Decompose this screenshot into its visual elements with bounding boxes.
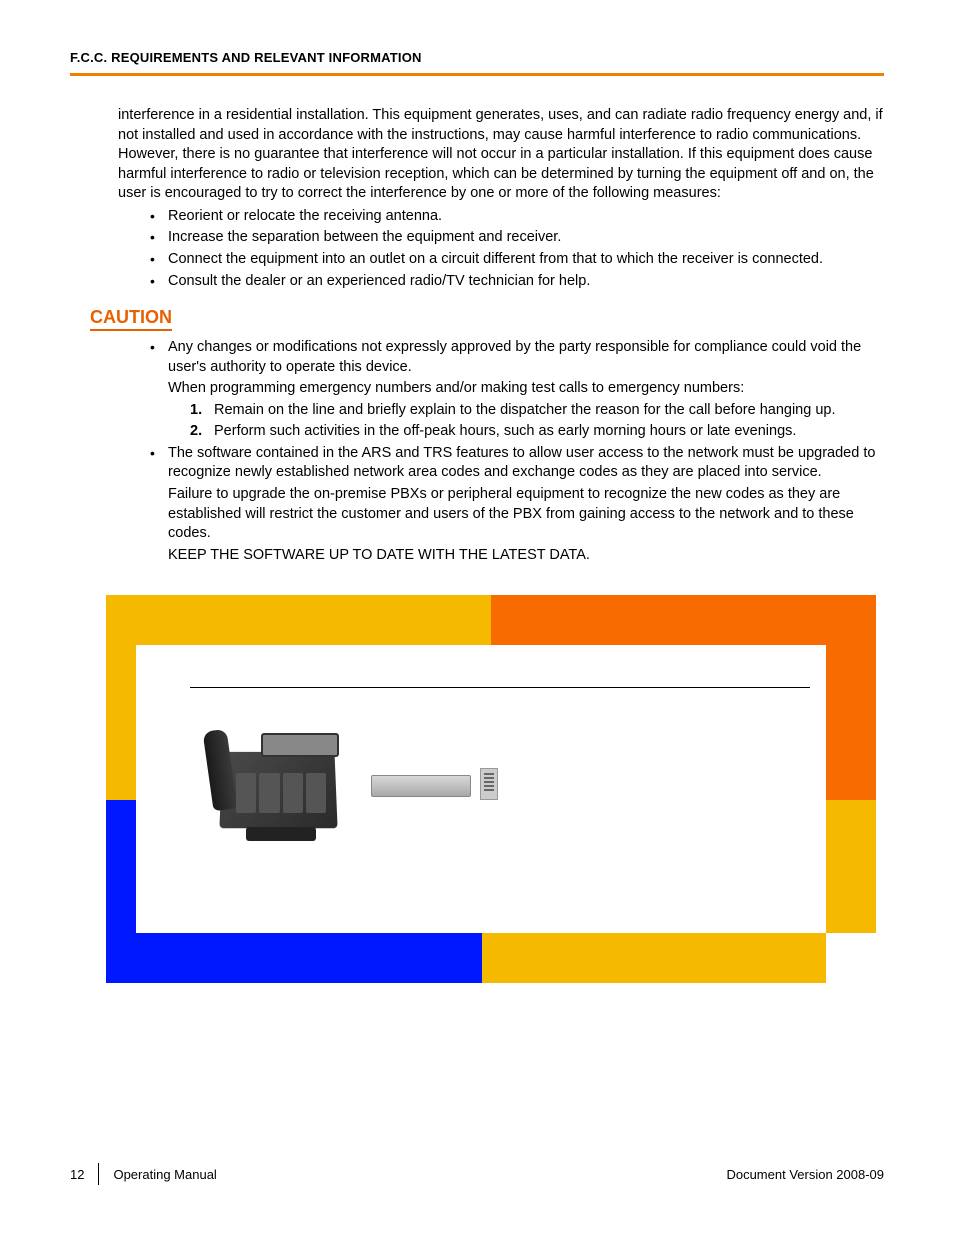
frame-segment [826,645,876,800]
body-content: interference in a residential installati… [118,106,884,291]
promo-frame [106,595,876,983]
frame-segment [106,645,136,800]
frame-segment [491,595,876,645]
list-item: Consult the dealer or an experienced rad… [146,272,884,292]
phone-stand [246,827,316,841]
list-item: Increase the separation between the equi… [146,228,884,248]
phone-keys [236,773,326,813]
promo-divider [190,687,810,688]
phone-screen [261,733,339,757]
footer-divider [98,1163,99,1185]
phone-handset [203,729,238,812]
page-number: 12 [70,1167,84,1182]
frame-segment [106,800,136,983]
frame-segment [136,933,482,983]
list-number: 1. [190,401,202,421]
server-illustration [371,775,471,797]
intro-paragraph: interference in a residential installati… [118,106,884,204]
list-number: 2. [190,422,202,442]
caution-item-text: Any changes or modifications not express… [168,339,861,375]
list-item: Any changes or modifications not express… [146,338,884,442]
footer-left: 12 Operating Manual [70,1163,217,1185]
caution-list: Any changes or modifications not express… [146,338,884,565]
footer-doc-title: Operating Manual [113,1167,216,1182]
server-slot [480,768,498,800]
caution-para2: Failure to upgrade the on-premise PBXs o… [168,485,884,544]
list-item: Connect the equipment into an outlet on … [146,250,884,270]
caution-item-text: The software contained in the ARS and TR… [168,445,875,481]
list-item: 2. Perform such activities in the off-pea… [190,422,884,442]
frame-segment [106,595,491,645]
caution-content: Any changes or modifications not express… [118,338,884,565]
header-rule [70,73,884,76]
footer-version: Document Version 2008-09 [726,1167,884,1182]
promo-graphic [106,595,876,983]
numbered-list: 1. Remain on the line and briefly explain… [190,401,884,442]
numbered-text: Remain on the line and briefly explain t… [214,402,835,418]
caution-para3: KEEP THE SOFTWARE UP TO DATE WITH THE LA… [168,546,884,566]
sub-intro: When programming emergency numbers and/o… [168,379,884,399]
page-footer: 12 Operating Manual Document Version 200… [70,1163,884,1185]
list-item: The software contained in the ARS and TR… [146,444,884,565]
list-item: 1. Remain on the line and briefly explain… [190,401,884,421]
frame-segment [826,800,876,933]
phone-illustration [206,725,341,835]
section-header: F.C.C. REQUIREMENTS AND RELEVANT INFORMA… [70,50,884,65]
numbered-text: Perform such activities in the off-peak … [214,423,796,439]
list-item: Reorient or relocate the receiving anten… [146,207,884,227]
frame-segment [482,933,826,983]
measures-list: Reorient or relocate the receiving anten… [146,207,884,291]
caution-heading: CAUTION [90,307,172,331]
